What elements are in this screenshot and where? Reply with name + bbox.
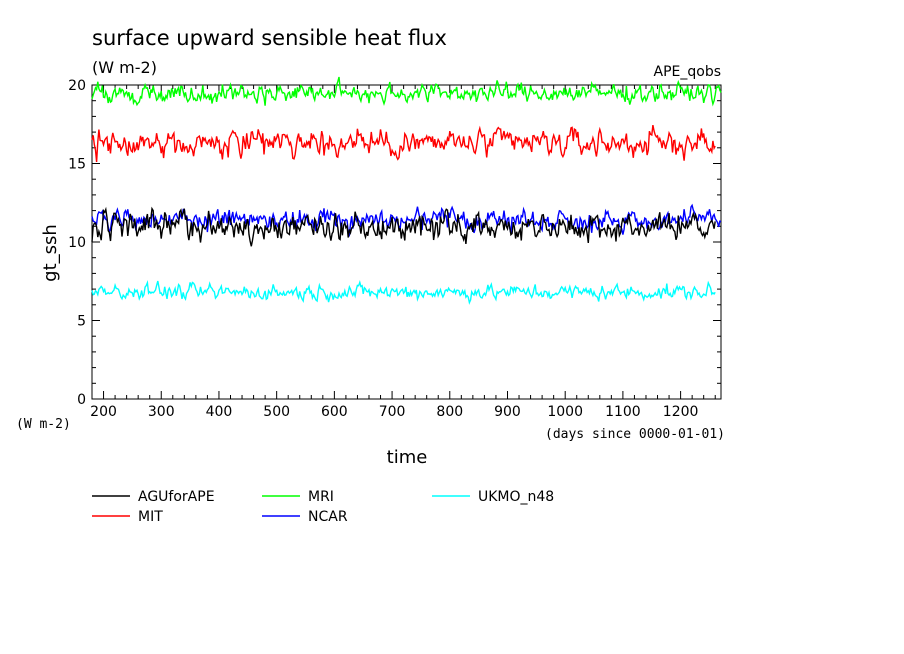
y-axis-label: gt_ssh: [40, 224, 61, 282]
series-line-NCAR: [91, 203, 722, 238]
x-tick-label: 1200: [663, 404, 699, 420]
y-tick-label: 20: [68, 78, 86, 94]
x-tick-label: 1000: [547, 404, 583, 420]
chart-units: (W m-2): [92, 58, 157, 77]
legend-label: NCAR: [308, 509, 348, 525]
legend-label: MRI: [308, 489, 334, 505]
experiment-label: APE_qobs: [654, 64, 722, 80]
x-tick-label: 800: [436, 404, 463, 420]
y-tick-label: 10: [68, 235, 86, 251]
plot-frame: [91, 84, 722, 400]
series-line-MIT: [91, 124, 716, 162]
x-tick-label: 900: [494, 404, 521, 420]
x-tick-label: 400: [206, 404, 233, 420]
y-units-label: (W m-2): [16, 417, 71, 432]
x-axis-label: time: [387, 447, 428, 468]
legend-label: AGUforAPE: [138, 489, 215, 505]
y-tick-label: 5: [77, 314, 86, 330]
x-tick-label: 700: [379, 404, 406, 420]
legend-label: MIT: [138, 509, 163, 525]
series-line-UKMO_n48: [91, 280, 716, 305]
plot-area: 200 300 400 500 600 700 800 900 1000 1100 1200 0 5 10…: [68, 76, 722, 420]
x-tick-label: 300: [148, 404, 175, 420]
x-tick-label: 600: [321, 404, 348, 420]
x-tick-label: 1100: [605, 404, 641, 420]
series-line-AGUforAPE: [91, 206, 716, 247]
chart-title: surface upward sensible heat flux: [92, 26, 447, 50]
series-line-MRI: [91, 76, 722, 107]
x-tick-label: 200: [90, 404, 117, 420]
y-tick-label: 0: [77, 392, 86, 408]
legend: AGUforAPE MIT MRI NCAR UKMO_n48: [92, 489, 554, 525]
x-tick-label: 500: [263, 404, 290, 420]
y-tick-label: 15: [68, 157, 86, 173]
x-units-label: (days since 0000-01-01): [545, 427, 725, 442]
legend-label: UKMO_n48: [478, 489, 554, 505]
